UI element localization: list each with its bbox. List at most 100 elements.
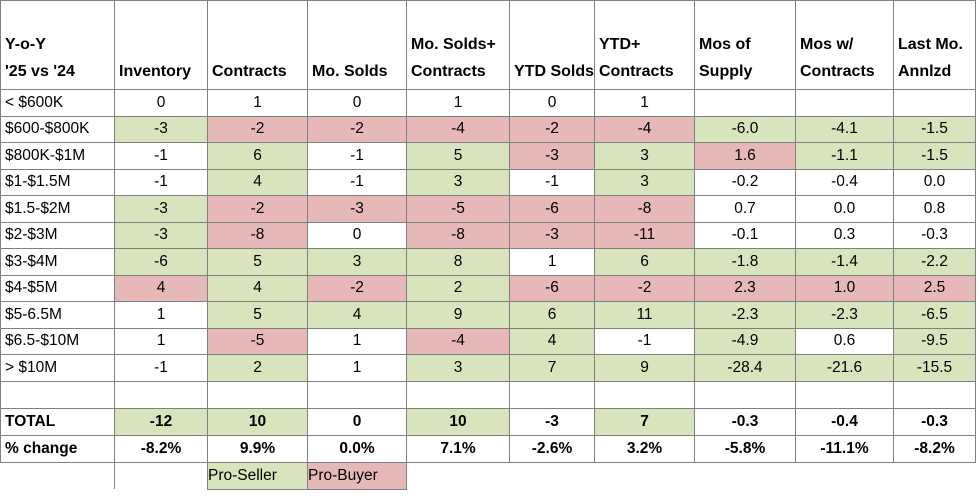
table-cell[interactable]: 1 — [207, 89, 308, 117]
table-cell[interactable]: -2.3 — [795, 301, 894, 329]
table-cell[interactable]: -2 — [307, 115, 407, 143]
table-cell[interactable]: -0.4 — [795, 168, 894, 196]
row-label[interactable]: $1-$1.5M — [0, 168, 115, 196]
row-label[interactable]: $5-6.5M — [0, 301, 115, 329]
percent-cell[interactable]: 7.1% — [406, 434, 510, 463]
table-cell[interactable]: 2 — [207, 354, 308, 382]
table-cell[interactable]: 7 — [509, 354, 595, 382]
table-cell[interactable]: -1.8 — [694, 248, 796, 276]
table-cell[interactable]: -1.5 — [893, 142, 976, 170]
table-cell[interactable]: -1 — [307, 142, 407, 170]
table-cell[interactable]: -11 — [594, 221, 695, 249]
table-cell[interactable]: 0 — [307, 221, 407, 249]
table-cell[interactable]: -3 — [114, 221, 208, 249]
percent-cell[interactable]: -5.8% — [694, 434, 796, 463]
total-cell[interactable]: -0.3 — [893, 407, 976, 436]
table-cell[interactable]: -0.1 — [694, 221, 796, 249]
table-cell[interactable]: 1 — [509, 248, 595, 276]
table-cell[interactable]: -1 — [114, 142, 208, 170]
table-cell[interactable]: -8 — [406, 221, 510, 249]
table-cell[interactable]: 2.3 — [694, 274, 796, 302]
row-label[interactable]: $800K-$1M — [0, 142, 115, 170]
table-cell[interactable]: 4 — [207, 274, 308, 302]
table-cell[interactable]: 1.6 — [694, 142, 796, 170]
percent-cell[interactable]: 9.9% — [207, 434, 308, 463]
table-cell[interactable]: -4 — [406, 115, 510, 143]
table-cell[interactable]: 4 — [307, 301, 407, 329]
empty-cell[interactable] — [406, 380, 510, 409]
row-label[interactable]: < $600K — [0, 89, 115, 117]
table-cell[interactable]: 1 — [406, 89, 510, 117]
table-cell[interactable]: 6 — [594, 248, 695, 276]
table-cell[interactable]: -1.4 — [795, 248, 894, 276]
table-cell[interactable]: -2.2 — [893, 248, 976, 276]
table-cell[interactable]: -9.5 — [893, 327, 976, 355]
table-cell[interactable]: -28.4 — [694, 354, 796, 382]
table-cell[interactable]: 0 — [307, 89, 407, 117]
table-cell[interactable]: -3 — [114, 115, 208, 143]
table-cell[interactable]: -1 — [594, 327, 695, 355]
empty-cell[interactable] — [694, 380, 796, 409]
table-cell[interactable]: 0 — [114, 89, 208, 117]
table-cell[interactable] — [694, 89, 796, 117]
empty-cell[interactable] — [893, 380, 976, 409]
table-cell[interactable]: -1.5 — [893, 115, 976, 143]
empty-cell[interactable] — [307, 380, 407, 409]
empty-cell[interactable] — [207, 380, 308, 409]
table-cell[interactable]: 3 — [406, 354, 510, 382]
percent-cell[interactable]: -8.2% — [893, 434, 976, 463]
table-cell[interactable]: 0.6 — [795, 327, 894, 355]
table-cell[interactable]: -21.6 — [795, 354, 894, 382]
table-cell[interactable]: -2 — [307, 274, 407, 302]
row-label[interactable]: $600-$800K — [0, 115, 115, 143]
table-cell[interactable]: -3 — [307, 195, 407, 223]
table-cell[interactable]: 1.0 — [795, 274, 894, 302]
table-cell[interactable]: -6 — [114, 248, 208, 276]
empty-cell[interactable] — [594, 380, 695, 409]
table-cell[interactable]: 0.3 — [795, 221, 894, 249]
table-cell[interactable]: -0.2 — [694, 168, 796, 196]
empty-cell[interactable] — [0, 380, 115, 409]
row-label[interactable]: $2-$3M — [0, 221, 115, 249]
percent-cell[interactable]: -8.2% — [114, 434, 208, 463]
table-cell[interactable]: 1 — [307, 327, 407, 355]
total-label[interactable]: TOTAL — [0, 407, 115, 436]
table-cell[interactable]: 0.7 — [694, 195, 796, 223]
total-cell[interactable]: -3 — [509, 407, 595, 436]
table-cell[interactable]: 6 — [207, 142, 308, 170]
row-label[interactable]: $3-$4M — [0, 248, 115, 276]
table-cell[interactable]: -0.3 — [893, 221, 976, 249]
percent-cell[interactable]: -2.6% — [509, 434, 595, 463]
total-cell[interactable]: 7 — [594, 407, 695, 436]
table-cell[interactable]: 0.8 — [893, 195, 976, 223]
table-cell[interactable]: 9 — [406, 301, 510, 329]
table-cell[interactable]: 6 — [509, 301, 595, 329]
table-cell[interactable]: 8 — [406, 248, 510, 276]
table-cell[interactable]: -2 — [594, 274, 695, 302]
table-cell[interactable]: -2 — [207, 115, 308, 143]
table-cell[interactable]: -4 — [594, 115, 695, 143]
table-cell[interactable]: -5 — [406, 195, 510, 223]
table-cell[interactable]: -1 — [114, 354, 208, 382]
table-cell[interactable]: 2 — [406, 274, 510, 302]
row-label[interactable]: > $10M — [0, 354, 115, 382]
legend-pro-seller[interactable]: Pro-Seller — [207, 461, 308, 490]
table-cell[interactable]: -1 — [114, 168, 208, 196]
table-cell[interactable]: -8 — [207, 221, 308, 249]
table-cell[interactable]: -6 — [509, 274, 595, 302]
table-cell[interactable] — [795, 89, 894, 117]
table-cell[interactable]: 4 — [114, 274, 208, 302]
table-cell[interactable]: -2 — [207, 195, 308, 223]
table-cell[interactable]: 5 — [207, 248, 308, 276]
table-cell[interactable]: -4.1 — [795, 115, 894, 143]
table-cell[interactable]: -6.5 — [893, 301, 976, 329]
percent-cell[interactable]: -11.1% — [795, 434, 894, 463]
table-cell[interactable]: 2.5 — [893, 274, 976, 302]
table-cell[interactable] — [893, 89, 976, 117]
table-cell[interactable]: -1.1 — [795, 142, 894, 170]
row-label[interactable]: $1.5-$2M — [0, 195, 115, 223]
table-cell[interactable]: 5 — [406, 142, 510, 170]
table-cell[interactable]: -2 — [509, 115, 595, 143]
table-cell[interactable]: -3 — [114, 195, 208, 223]
total-cell[interactable]: 10 — [207, 407, 308, 436]
